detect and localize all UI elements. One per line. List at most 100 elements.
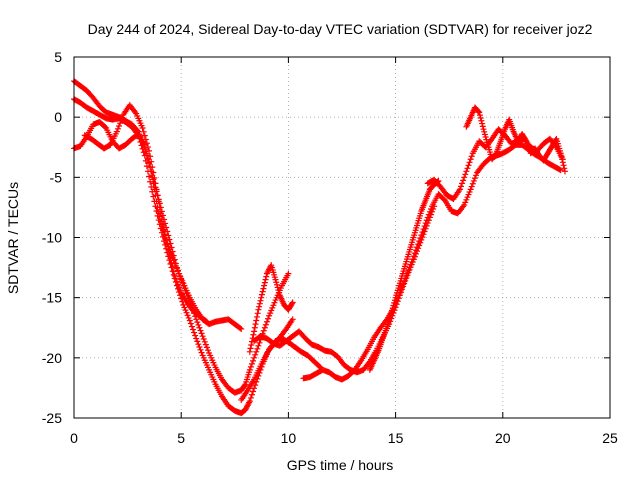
data-point <box>252 321 259 328</box>
data-point <box>194 338 201 345</box>
data-point <box>252 351 259 358</box>
data-point <box>238 325 245 332</box>
data-point <box>467 156 474 163</box>
data-point <box>192 332 199 339</box>
data-point <box>203 344 210 351</box>
data-point <box>435 177 442 184</box>
data-point <box>417 235 424 242</box>
data-point <box>202 341 209 348</box>
gridlines <box>74 57 610 418</box>
data-point <box>257 297 264 304</box>
data-point <box>556 166 563 173</box>
data-point <box>201 338 208 345</box>
data-point <box>200 335 207 342</box>
series-track-k <box>238 316 296 403</box>
data-point <box>188 323 195 330</box>
data-point <box>479 120 486 127</box>
data-point <box>171 273 178 280</box>
data-point <box>196 324 203 331</box>
data-point <box>481 131 488 138</box>
data-point <box>479 123 486 130</box>
data-point <box>147 178 154 185</box>
data-point <box>465 162 472 169</box>
data-point <box>406 264 413 271</box>
data-point <box>470 177 477 184</box>
data-point <box>416 238 423 245</box>
data-point <box>463 196 470 203</box>
data-point <box>152 180 159 187</box>
data-point <box>143 163 150 170</box>
data-point <box>388 310 395 317</box>
data-point <box>172 275 179 282</box>
data-point <box>251 324 258 331</box>
data-point <box>267 310 274 317</box>
data-point <box>250 357 257 364</box>
data-point <box>248 341 255 348</box>
data-point <box>557 150 564 157</box>
data-point <box>456 186 463 193</box>
data-point <box>426 208 433 215</box>
data-point <box>191 329 198 336</box>
data-point <box>407 261 414 268</box>
data-point <box>557 167 564 174</box>
data-point <box>270 302 277 309</box>
data-point <box>248 338 255 345</box>
data-point <box>169 264 176 271</box>
series-track-h <box>463 104 568 175</box>
data-point <box>151 174 158 181</box>
data-point <box>146 173 153 180</box>
data-point <box>465 191 472 198</box>
data-point <box>177 287 184 294</box>
data-point <box>155 198 162 205</box>
series-track-e <box>251 203 438 376</box>
data-point <box>260 327 267 334</box>
data-point <box>182 307 189 314</box>
series-track-j <box>246 262 296 355</box>
data-point <box>146 147 153 154</box>
data-point <box>255 306 262 313</box>
data-point <box>247 394 254 401</box>
data-point <box>253 313 260 320</box>
data-point <box>116 122 123 129</box>
data-point <box>176 284 183 291</box>
data-point <box>195 321 202 328</box>
data-point <box>150 169 157 176</box>
data-point <box>559 159 566 166</box>
data-point <box>142 136 149 143</box>
data-point <box>424 214 431 221</box>
data-point <box>258 294 265 301</box>
data-point <box>484 139 491 146</box>
data-point <box>289 299 296 306</box>
series-track-d <box>81 102 210 325</box>
data-point <box>414 244 421 251</box>
data-point <box>418 232 425 239</box>
data-point <box>158 216 165 223</box>
data-point <box>253 317 260 324</box>
data-point <box>197 346 204 353</box>
data-point <box>189 326 196 333</box>
data-point <box>166 250 173 257</box>
data-point <box>274 284 281 291</box>
data-point <box>167 260 174 267</box>
data-point <box>248 391 255 398</box>
data-point <box>471 175 478 182</box>
y-tick-label: 0 <box>54 109 62 125</box>
data-point <box>482 134 489 141</box>
data-point <box>492 151 499 158</box>
data-point <box>263 318 270 325</box>
data-point <box>273 281 280 288</box>
data-point <box>205 347 211 354</box>
data-point <box>461 202 468 209</box>
axis-ticks: 0 5 10 15 20 25 5 0 -5 -10 -15 -20 -25 <box>42 49 618 446</box>
data-point <box>246 366 253 373</box>
data-point <box>409 256 416 263</box>
data-point <box>102 123 109 130</box>
data-point <box>148 183 155 190</box>
data-point <box>463 168 470 175</box>
data-point <box>285 270 292 277</box>
data-point <box>405 267 412 274</box>
data-point <box>415 241 422 248</box>
data-point <box>476 109 483 116</box>
data-point <box>483 136 490 143</box>
data-point <box>164 228 171 235</box>
